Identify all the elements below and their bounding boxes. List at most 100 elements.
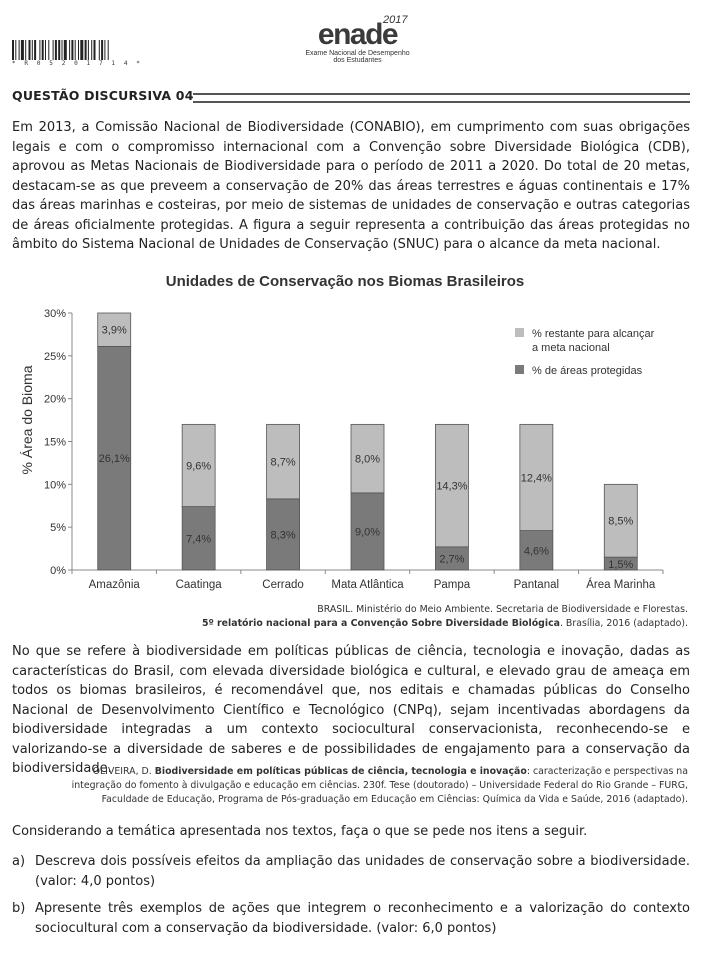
barcode-bar — [69, 40, 71, 60]
logo-subtitle-line2: dos Estudantes — [333, 57, 382, 64]
barcode-bar — [58, 40, 61, 60]
barcode — [12, 40, 109, 60]
plot-area: 0% 5% 10% 15% 20% 25% 30% 26,1% 3,9% Amazônia 7,4%… — [44, 308, 664, 591]
barcode-bar — [54, 40, 57, 60]
y-tick-label: 15% — [44, 437, 66, 449]
chart-ylabel: % Área do Bioma — [19, 365, 35, 474]
x-tick-label: Cerrado — [262, 579, 304, 591]
barcode-bar — [34, 40, 37, 60]
chart-source-tail: . Brasília, 2016 (adaptado). — [559, 618, 688, 629]
barcode-bar — [45, 40, 46, 60]
legend-label-cont: a meta nacional — [532, 342, 610, 354]
barcode-bar — [15, 40, 17, 60]
x-tick-label: Mata Atlântica — [331, 579, 404, 591]
legend-swatch — [515, 328, 524, 337]
data-label-remaining: 8,7% — [271, 457, 296, 469]
x-tick-label: Pantanal — [514, 579, 559, 591]
y-tick-label: 25% — [44, 351, 66, 363]
barcode-bar — [63, 40, 67, 60]
barcode-bar — [12, 40, 14, 60]
barcode-bar — [107, 40, 109, 60]
data-label-protected: 2,7% — [439, 553, 464, 565]
legend-label: % restante para alcançar — [532, 328, 655, 340]
data-label-protected: 9,0% — [355, 526, 380, 538]
logo-subtitle-line1: Exame Nacional de Desempenho — [305, 50, 410, 57]
bar-protected — [181, 506, 216, 571]
barcode-bar — [48, 40, 50, 60]
bar-remaining — [350, 423, 385, 494]
data-label-protected: 8,3% — [271, 529, 296, 541]
barcode-bar — [20, 40, 24, 60]
barcode-bar — [101, 40, 104, 60]
second-paragraph: No que se refere à biodiversidade em pol… — [12, 644, 690, 776]
barcode-bar — [31, 40, 33, 60]
bar-remaining — [266, 423, 300, 500]
intro-paragraph: Em 2013, a Comissão Nacional de Biodiver… — [12, 120, 690, 252]
item-b-text: Apresente três exemplos de ações que int… — [35, 901, 690, 936]
bar-remaining — [181, 423, 216, 508]
bar-remaining — [97, 312, 132, 347]
y-tick-label: 20% — [44, 394, 66, 406]
data-label-remaining: 8,5% — [608, 516, 633, 528]
text-source-author: OLIVEIRA, D. — [92, 766, 155, 777]
bar-protected — [350, 492, 385, 571]
bar-chart: Unidades de Conservação nos Biomas Brasi… — [19, 273, 664, 591]
barcode-bar — [98, 40, 100, 60]
question-title: QUESTÃO DISCURSIVA 04 — [12, 88, 194, 103]
logo-year: 2017 — [383, 14, 408, 26]
enade-logo: enade 2017 Exame Nacional de Desempenho … — [300, 14, 415, 64]
barcode-bar — [74, 40, 76, 60]
data-label-remaining: 3,9% — [102, 325, 127, 337]
bar-remaining — [435, 423, 469, 548]
text-source: OLIVEIRA, D. Biodiversidade em políticas… — [40, 765, 688, 807]
data-label-remaining: 9,6% — [186, 460, 211, 472]
instruction-text: Considerando a temática apresentada nos … — [12, 824, 588, 839]
item-a-label: a) — [12, 854, 26, 869]
y-tick-label: 5% — [50, 522, 66, 534]
chart-source-line2: 5º relatório nacional para a Convenção S… — [60, 617, 688, 631]
barcode-bar — [41, 40, 44, 60]
barcode-bar — [52, 40, 54, 60]
text-source-title: Biodiversidade em políticas públicas de … — [154, 766, 527, 777]
barcode-bar — [84, 40, 87, 60]
text-source-tail: : caracterização e perspectivas na integ… — [71, 766, 688, 805]
bar-protected — [266, 498, 300, 571]
barcode-bar — [104, 40, 106, 60]
barcode-bar — [25, 40, 27, 60]
data-label-protected: 26,1% — [99, 453, 130, 465]
item-a: a) Descreva dois possíveis efeitos da am… — [12, 852, 690, 891]
x-tick-label: Pampa — [434, 579, 471, 591]
data-label-protected: 1,5% — [608, 559, 633, 571]
data-label-remaining: 8,0% — [355, 454, 380, 466]
bar-remaining — [519, 423, 554, 531]
barcode-bar — [78, 40, 79, 60]
barcode-bar — [71, 40, 74, 60]
legend-swatch — [515, 365, 524, 374]
bar-remaining — [603, 483, 638, 558]
x-tick-label: Área Marinha — [586, 578, 656, 591]
barcode-bar — [39, 40, 41, 60]
bar-protected — [519, 530, 554, 571]
chart-source-line1: BRASIL. Ministério do Meio Ambiente. Sec… — [317, 604, 688, 615]
x-tick-label: Caatinga — [176, 579, 223, 591]
chart-source: BRASIL. Ministério do Meio Ambiente. Sec… — [60, 603, 688, 631]
chart-source-title: 5º relatório nacional para a Convenção S… — [201, 618, 560, 629]
x-tick-label: Amazônia — [89, 579, 141, 591]
barcode-bar — [91, 40, 93, 60]
bar-protected — [97, 346, 132, 571]
barcode-number: * R 0 5 2 0 1 7 1 4 * — [12, 60, 143, 67]
barcode-bar — [87, 40, 89, 60]
y-tick-label: 10% — [44, 479, 66, 491]
item-b-label: b) — [12, 901, 26, 916]
barcode-bar — [18, 40, 20, 60]
data-label-protected: 4,6% — [524, 545, 549, 557]
y-tick-label: 30% — [44, 308, 66, 320]
data-label-protected: 7,4% — [186, 533, 211, 545]
logo-subtitle: Exame Nacional de Desempenho dos Estudan… — [300, 50, 415, 64]
chart-title: Unidades de Conservação nos Biomas Brasi… — [166, 273, 524, 290]
barcode-bar — [80, 40, 84, 60]
barcode-bar — [28, 40, 31, 60]
title-rule — [193, 93, 690, 103]
barcode-bar — [61, 40, 63, 60]
item-b: b) Apresente três exemplos de ações que … — [12, 899, 690, 938]
